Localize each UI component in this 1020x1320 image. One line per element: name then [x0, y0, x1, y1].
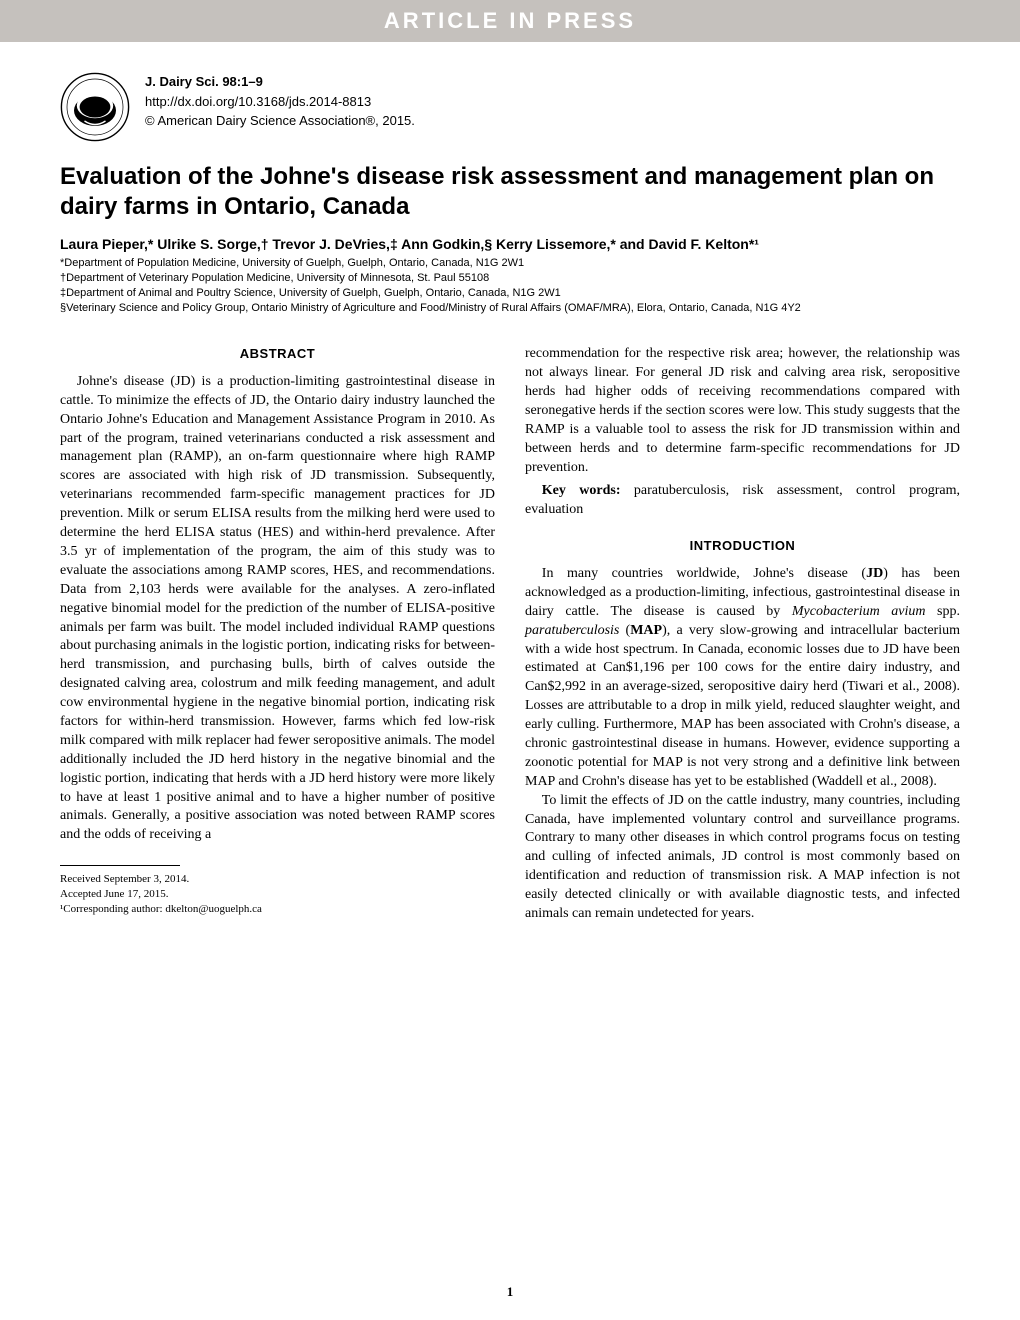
- two-column-body: ABSTRACT Johne's disease (JD) is a produ…: [60, 345, 960, 923]
- journal-copyright: © American Dairy Science Association®, 2…: [145, 111, 415, 131]
- article-title: Evaluation of the Johne's disease risk a…: [60, 162, 960, 222]
- affiliation-item: *Department of Population Medicine, Univ…: [60, 256, 960, 271]
- intro-abbrev: MAP: [630, 623, 662, 638]
- affiliation-item: †Department of Veterinary Population Med…: [60, 271, 960, 286]
- keywords-label: Key words:: [542, 483, 621, 498]
- affiliation-item: ‡Department of Animal and Poultry Scienc…: [60, 286, 960, 301]
- introduction-heading: INTRODUCTION: [525, 537, 960, 555]
- page-content: J. Dairy Sci. 98:1–9 http://dx.doi.org/1…: [0, 42, 1020, 924]
- abstract-paragraph: Johne's disease (JD) is a production-lim…: [60, 373, 495, 845]
- intro-species: Mycobacterium avium: [792, 604, 926, 619]
- journal-info: J. Dairy Sci. 98:1–9 http://dx.doi.org/1…: [145, 72, 415, 131]
- journal-logo-icon: [60, 72, 130, 142]
- intro-species: paratuberculosis: [525, 623, 619, 638]
- intro-text: (: [619, 623, 630, 638]
- journal-citation: J. Dairy Sci. 98:1–9: [145, 72, 415, 92]
- affiliation-item: §Veterinary Science and Policy Group, On…: [60, 301, 960, 316]
- footnote-received: Received September 3, 2014.: [60, 872, 495, 887]
- intro-text: In many countries worldwide, Johne's dis…: [542, 566, 866, 581]
- intro-paragraph-2: To limit the effects of JD on the cattle…: [525, 792, 960, 924]
- header-row: J. Dairy Sci. 98:1–9 http://dx.doi.org/1…: [60, 72, 960, 142]
- intro-abbrev: JD: [866, 566, 883, 581]
- footnote-accepted: Accepted June 17, 2015.: [60, 887, 495, 902]
- intro-paragraph-1: In many countries worldwide, Johne's dis…: [525, 565, 960, 792]
- abstract-heading: ABSTRACT: [60, 345, 495, 363]
- journal-doi: http://dx.doi.org/10.3168/jds.2014-8813: [145, 92, 415, 112]
- footnotes: Received September 3, 2014. Accepted Jun…: [60, 872, 495, 917]
- affiliations: *Department of Population Medicine, Univ…: [60, 256, 960, 315]
- keywords-line: Key words: paratuberculosis, risk assess…: [525, 482, 960, 520]
- right-column: recommendation for the respective risk a…: [525, 345, 960, 923]
- left-column: ABSTRACT Johne's disease (JD) is a produ…: [60, 345, 495, 923]
- footnote-separator: [60, 865, 180, 866]
- intro-text: spp.: [926, 604, 961, 619]
- footnote-corresponding: ¹Corresponding author: dkelton@uoguelph.…: [60, 902, 495, 917]
- abstract-continuation: recommendation for the respective risk a…: [525, 345, 960, 477]
- intro-text: ), a very slow-growing and intracellular…: [525, 623, 960, 789]
- page-number: 1: [0, 1284, 1020, 1300]
- article-in-press-banner: ARTICLE IN PRESS: [0, 0, 1020, 42]
- authors-line: Laura Pieper,* Ulrike S. Sorge,† Trevor …: [60, 236, 960, 252]
